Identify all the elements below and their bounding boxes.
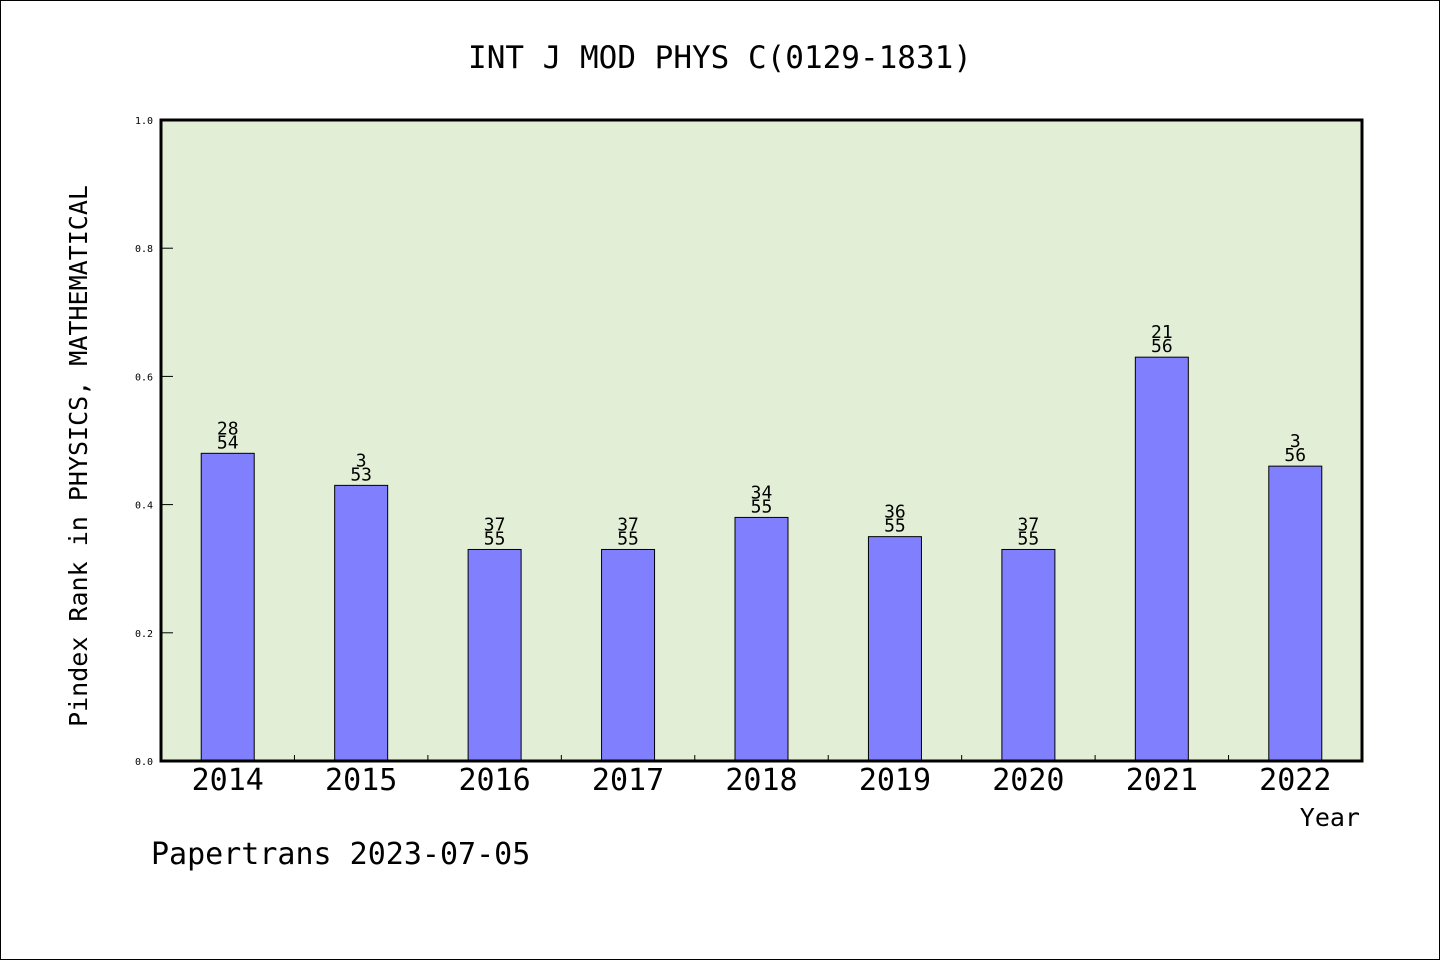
total-label: 54 <box>217 432 239 453</box>
x-tick-label: 2021 <box>1126 763 1198 798</box>
rank-label: 37 <box>1018 514 1040 535</box>
total-label: 55 <box>1018 528 1040 549</box>
chart-title: INT J MOD PHYS C(0129-1831) <box>468 40 972 76</box>
y-tick-label: 0.0 <box>135 757 153 768</box>
x-tick-label: 2019 <box>859 763 931 798</box>
bar-series <box>200 356 1323 762</box>
y-tick-label: 0.6 <box>135 372 153 383</box>
total-label: 55 <box>484 528 506 549</box>
x-tick-label: 2020 <box>992 763 1064 798</box>
rank-label: 21 <box>1151 322 1173 343</box>
rank-label: 37 <box>617 514 639 535</box>
rank-label: 3 <box>1290 431 1301 452</box>
x-tick-label: 2014 <box>192 763 264 798</box>
footer-credit: Papertrans 2023-07-05 <box>151 837 530 872</box>
total-label: 56 <box>1151 336 1173 357</box>
y-axis-title: Pindex Rank in PHYSICS, MATHEMATICAL <box>64 185 93 727</box>
bar-2021 <box>1134 356 1189 762</box>
y-tick-label: 0.8 <box>135 244 153 255</box>
total-label: 55 <box>884 516 906 537</box>
rank-label: 3 <box>356 450 367 471</box>
x-axis: 2014 2015 2016 2017 2018 2019 2020 2021 2022 <box>192 755 1331 798</box>
bar-2020 <box>1001 548 1056 762</box>
bar-2019 <box>867 536 922 762</box>
bar-2016 <box>467 548 522 762</box>
rank-label: 34 <box>751 482 773 503</box>
x-tick-label: 2018 <box>725 763 797 798</box>
total-label: 55 <box>751 496 773 517</box>
rank-label: 36 <box>884 502 906 523</box>
x-axis-title: Year <box>1300 803 1360 832</box>
plot-border <box>159 118 1364 763</box>
y-tick-label: 0.2 <box>135 629 153 640</box>
total-label: 55 <box>617 528 639 549</box>
x-tick-label: 2016 <box>458 763 530 798</box>
rank-label: 28 <box>217 418 239 439</box>
bar-2015 <box>334 484 389 762</box>
x-tick-label: 2017 <box>592 763 664 798</box>
bar-2018 <box>734 516 789 762</box>
rank-label: 37 <box>484 514 506 535</box>
x-tick-label: 2015 <box>325 763 397 798</box>
x-tick-label: 2022 <box>1259 763 1331 798</box>
total-label: 53 <box>350 464 372 485</box>
y-tick-label: 0.4 <box>135 501 153 512</box>
bar-2014 <box>200 452 255 762</box>
total-label: 56 <box>1284 445 1306 466</box>
bar-2022 <box>1268 465 1323 762</box>
bar-2017 <box>601 548 656 762</box>
y-tick-label: 1.0 <box>135 116 153 127</box>
